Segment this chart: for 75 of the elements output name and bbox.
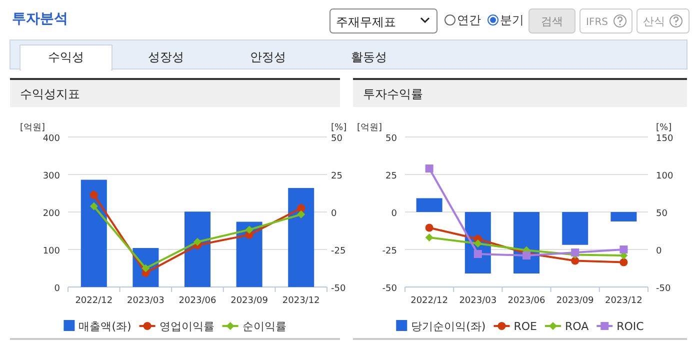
y2-tick-label: -25 — [331, 246, 346, 256]
point — [194, 238, 202, 246]
point — [474, 250, 482, 258]
point — [620, 246, 628, 254]
x-tick-label: 2023/06 — [178, 296, 216, 306]
text: 활동성 — [351, 50, 387, 64]
y2-axis-title: [%] — [331, 123, 347, 133]
point — [571, 256, 580, 265]
chart-title: 수익성지표 — [20, 87, 80, 101]
x-tick-label: 2022/12 — [75, 296, 113, 306]
point — [90, 202, 98, 210]
y-tick-label: 100 — [42, 246, 60, 256]
x-tick-label: 2023/09 — [230, 296, 268, 306]
point — [425, 234, 434, 242]
y-axis-title: [억원] — [20, 123, 46, 133]
y2-axis-title: [%] — [656, 123, 672, 133]
y2-tick-label: 150 — [656, 134, 674, 144]
x-tick-label: 2023/12 — [282, 296, 320, 306]
point — [425, 164, 434, 172]
bar — [236, 222, 262, 287]
x-tick-label: 2023/09 — [556, 296, 594, 306]
point — [297, 210, 306, 218]
text: 연간 — [457, 13, 481, 27]
bar — [288, 188, 314, 287]
point — [297, 204, 306, 212]
legend-label: ROIC — [616, 320, 644, 333]
text: IFRS — [586, 17, 608, 28]
y2-tick-label: 50 — [331, 134, 343, 144]
bar — [184, 212, 210, 287]
y-tick-label: 200 — [42, 209, 60, 219]
text: 수익성 — [48, 50, 84, 64]
point — [620, 258, 628, 266]
text: 검색 — [541, 15, 563, 28]
legend-label: 영업이익률 — [159, 320, 214, 333]
y-tick-label: 50 — [386, 134, 398, 144]
point — [142, 264, 150, 272]
text: 산식 — [643, 15, 665, 28]
text: 투자분석 — [12, 11, 68, 27]
x-tick-label: 2023/03 — [459, 296, 497, 306]
legend-label: 당기순이익(좌) — [411, 320, 486, 333]
x-tick-label: 2023/06 — [508, 296, 546, 306]
y2-tick-label: 0 — [331, 209, 337, 219]
y2-tick-label: -50 — [331, 284, 346, 294]
point — [522, 252, 530, 260]
y-tick-label: 25 — [386, 172, 397, 182]
point — [245, 226, 254, 234]
y2-tick-label: 25 — [331, 172, 342, 182]
text: 주재무제표 — [336, 15, 396, 29]
chart-title: 투자수익률 — [363, 87, 423, 101]
legend-label: 매출액(좌) — [78, 320, 132, 333]
point — [425, 224, 434, 232]
point — [571, 248, 580, 256]
y2-tick-label: 100 — [656, 172, 674, 182]
x-tick-label: 2022/12 — [410, 296, 448, 306]
legend-label: 순이익률 — [242, 320, 286, 333]
bar — [80, 180, 107, 287]
legend-label: ROA — [564, 320, 590, 333]
legend-label: ROE — [514, 320, 538, 333]
x-tick-label: 2023/12 — [605, 296, 642, 306]
y-tick-label: 300 — [42, 172, 60, 182]
point — [90, 190, 98, 199]
y2-tick-label: -50 — [656, 284, 671, 294]
y2-tick-label: 0 — [656, 246, 662, 256]
y-tick-label: -50 — [382, 284, 398, 294]
y-tick-label: 0 — [54, 284, 60, 294]
y-tick-label: 0 — [391, 209, 398, 219]
text: 성장성 — [148, 50, 184, 64]
x-tick-label: 2023/03 — [127, 296, 164, 306]
y2-tick-label: 50 — [656, 209, 668, 219]
y-tick-label: -25 — [382, 246, 397, 256]
y-tick-label: 400 — [42, 134, 60, 144]
text: 분기 — [500, 13, 524, 27]
y-axis-title: [억원] — [357, 123, 382, 133]
text: 안정성 — [250, 50, 286, 64]
point — [474, 240, 482, 248]
